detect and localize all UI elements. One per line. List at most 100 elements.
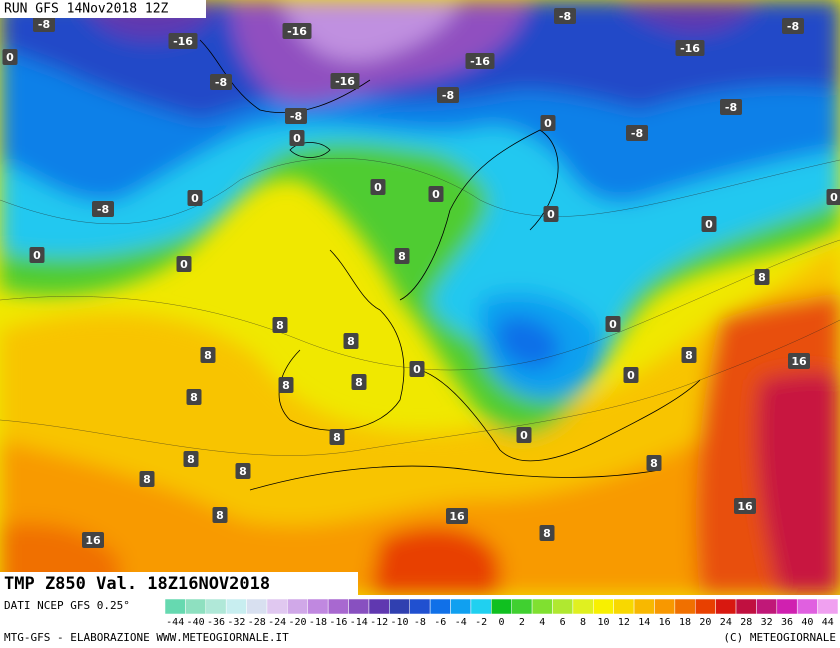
scale-label: -6 <box>434 617 446 628</box>
contour-label-box <box>343 333 359 349</box>
contour-label-box <box>329 429 345 445</box>
scale-swatch <box>389 598 410 615</box>
scale-label: 16 <box>659 617 671 628</box>
scale-swatch <box>593 598 614 615</box>
scale-label: -28 <box>248 617 266 628</box>
scale-label: 40 <box>801 617 813 628</box>
contour-label: -8 <box>631 127 643 140</box>
scale-swatch <box>491 598 512 615</box>
contour-label: -16 <box>470 55 490 68</box>
data-source: DATI NCEP GFS 0.25° <box>4 599 130 612</box>
isotherms <box>0 158 840 456</box>
contour-label-box <box>446 508 468 524</box>
scale-swatch <box>470 598 492 615</box>
contour-label: -16 <box>680 42 700 55</box>
scale-label: -4 <box>455 617 467 628</box>
contour-label-box <box>788 353 810 369</box>
contour-label: 0 <box>33 249 41 262</box>
contour-label: -8 <box>97 203 109 216</box>
contour-label: 0 <box>547 208 555 221</box>
contour-label: 8 <box>216 509 224 522</box>
contour-label: 16 <box>737 500 753 513</box>
contour-label-box <box>282 23 312 39</box>
footer-right: (C) METEOGIORNALE <box>723 631 836 644</box>
contour-label-box <box>623 367 639 383</box>
contour-label-box <box>187 190 203 206</box>
scale-label: 28 <box>740 617 752 628</box>
scale-label: 4 <box>539 617 545 628</box>
contour-label-box <box>183 451 199 467</box>
contour-label: -8 <box>38 18 50 31</box>
scale-swatch <box>511 598 533 615</box>
contour-label-box <box>465 53 495 69</box>
contour-label-box <box>428 186 444 202</box>
scale-label: -16 <box>329 617 347 628</box>
contour-label-box <box>200 347 216 363</box>
scale-label: -10 <box>390 617 408 628</box>
contour-label: 0 <box>413 363 421 376</box>
contour-label-box <box>540 115 556 131</box>
contour-label-box <box>351 374 367 390</box>
scale-swatch <box>205 598 227 615</box>
scale-swatch <box>409 598 431 615</box>
scale-swatch <box>735 598 757 615</box>
contour-label-box <box>289 130 305 146</box>
contour-label: 0 <box>180 258 188 271</box>
scale-label: 32 <box>761 617 773 628</box>
coastlines <box>199 39 701 491</box>
contour-label-box <box>409 361 425 377</box>
contour-label-box <box>554 8 576 24</box>
scale-swatch <box>654 598 676 615</box>
scale-swatch <box>368 598 390 615</box>
contour-label-box <box>278 377 294 393</box>
contour-label: 8 <box>398 250 406 263</box>
scale-swatch <box>266 598 288 615</box>
contour-label-box <box>701 216 717 232</box>
header-box <box>0 0 206 18</box>
scale-swatch <box>776 598 798 615</box>
contour-label: 8 <box>282 379 290 392</box>
scale-swatch <box>327 598 349 615</box>
contour-label: 0 <box>544 117 552 130</box>
scale-label: 6 <box>560 617 566 628</box>
scale-swatch <box>531 598 553 615</box>
scale-label: -14 <box>350 617 368 628</box>
contour-label-box <box>437 87 459 103</box>
contour-label: 16 <box>791 355 807 368</box>
contour-label: 8 <box>190 391 198 404</box>
contour-label: 0 <box>609 318 617 331</box>
contour-label: 8 <box>187 453 195 466</box>
scale-label: 0 <box>498 617 504 628</box>
scale-label: 12 <box>618 617 630 628</box>
contour-label: 16 <box>85 534 101 547</box>
contour-label-box <box>826 189 840 205</box>
contour-label: 8 <box>543 527 551 540</box>
contour-label-box <box>516 427 532 443</box>
contour-label-box <box>139 471 155 487</box>
contour-label: -8 <box>787 20 799 33</box>
contour-label: 16 <box>449 510 465 523</box>
scale-label: -18 <box>309 617 327 628</box>
contour-label-box <box>33 16 55 32</box>
footer-left: MTG-GFS - ELABORAZIONE WWW.METEOGIORNALE… <box>4 631 289 644</box>
scale-label: -2 <box>475 617 487 628</box>
contour-label-box <box>82 532 104 548</box>
contour-label-box <box>370 179 386 195</box>
contour-label-box <box>210 74 232 90</box>
contour-label-box <box>235 463 251 479</box>
scale-swatch <box>429 598 451 615</box>
contour-label-box <box>626 125 648 141</box>
temperature-field: -8 -16 -16 -8 -8 0 -16 -16 -16 -8 -8 -8 -8 0 0 -8 0 0 -8 0 0… <box>0 0 840 595</box>
scale-label: -20 <box>289 617 307 628</box>
scale-label: -40 <box>187 617 205 628</box>
scale-label: -8 <box>414 617 426 628</box>
scale-swatch <box>246 598 268 615</box>
contour-label-box <box>782 18 804 34</box>
contour-label: -8 <box>725 101 737 114</box>
contour-label-box <box>330 73 360 89</box>
run-header: RUN GFS 14Nov2018 12Z <box>4 2 169 17</box>
scale-swatch <box>164 598 186 615</box>
contour-label-box <box>675 40 705 56</box>
scale-label: 10 <box>597 617 609 628</box>
